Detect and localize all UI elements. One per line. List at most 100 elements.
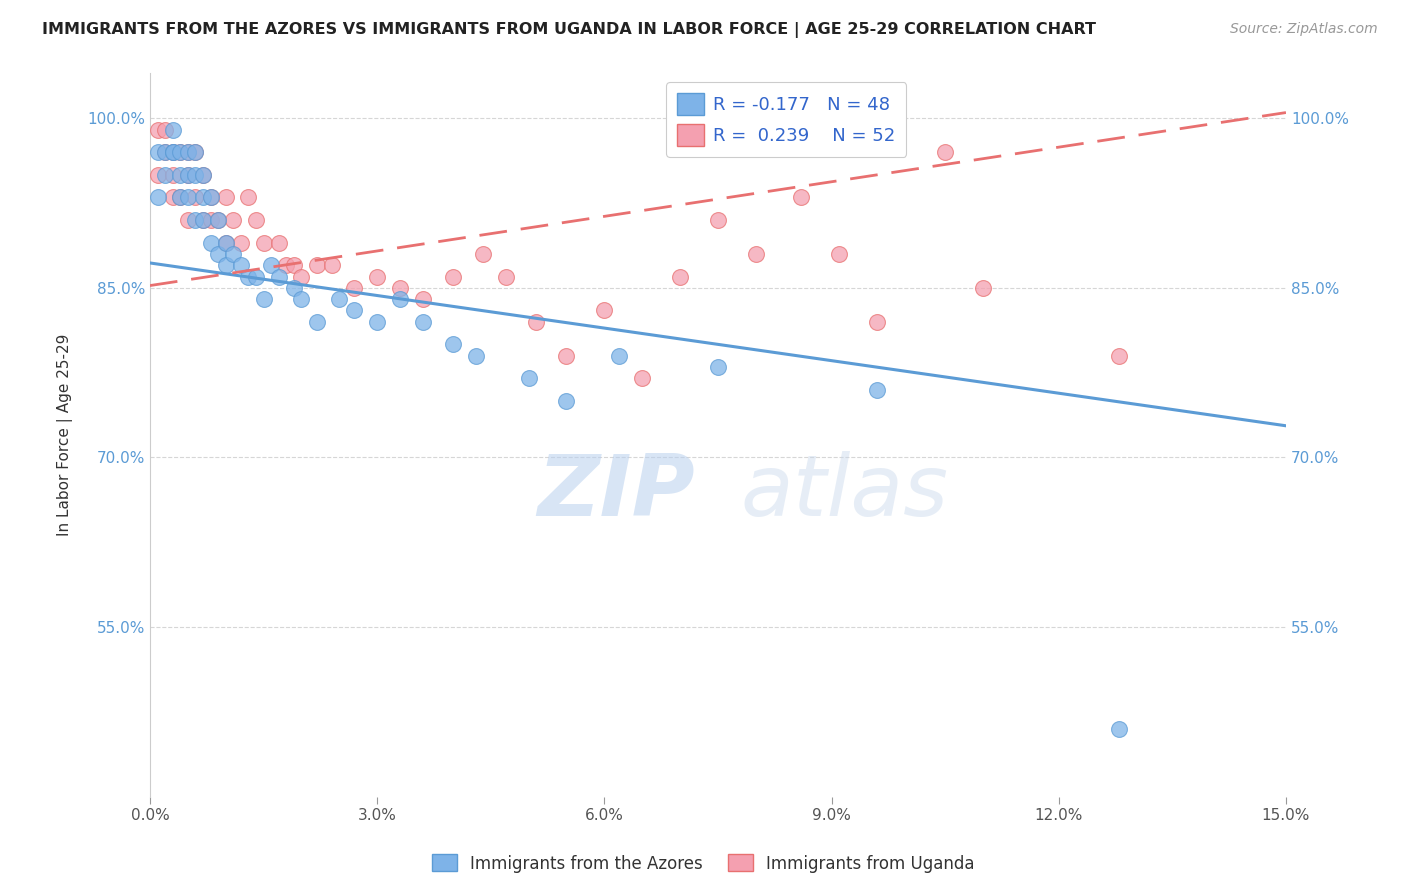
Point — [146, 122, 169, 136]
Point — [169, 145, 191, 160]
Point — [412, 315, 434, 329]
Point — [215, 235, 238, 250]
Point — [207, 247, 229, 261]
Point — [169, 190, 191, 204]
Point — [184, 168, 207, 182]
Point — [207, 213, 229, 227]
Text: IMMIGRANTS FROM THE AZORES VS IMMIGRANTS FROM UGANDA IN LABOR FORCE | AGE 25-29 : IMMIGRANTS FROM THE AZORES VS IMMIGRANTS… — [42, 22, 1097, 38]
Point — [517, 371, 540, 385]
Point — [177, 145, 200, 160]
Point — [412, 292, 434, 306]
Point — [146, 168, 169, 182]
Point — [283, 281, 305, 295]
Point — [200, 190, 222, 204]
Point — [184, 145, 207, 160]
Point — [245, 269, 267, 284]
Point — [267, 269, 290, 284]
Point — [388, 281, 411, 295]
Point — [169, 145, 191, 160]
Point — [238, 269, 260, 284]
Point — [283, 258, 305, 272]
Point — [191, 213, 214, 227]
Point — [153, 145, 176, 160]
Point — [177, 168, 200, 182]
Point — [229, 235, 252, 250]
Text: Source: ZipAtlas.com: Source: ZipAtlas.com — [1230, 22, 1378, 37]
Point — [191, 190, 214, 204]
Point — [866, 383, 889, 397]
Point — [146, 190, 169, 204]
Point — [366, 315, 388, 329]
Point — [222, 247, 245, 261]
Point — [200, 213, 222, 227]
Point — [260, 258, 283, 272]
Text: ZIP: ZIP — [537, 451, 695, 534]
Point — [472, 247, 495, 261]
Point — [215, 258, 238, 272]
Point — [441, 269, 464, 284]
Point — [191, 213, 214, 227]
Point — [200, 235, 222, 250]
Point — [555, 393, 578, 408]
Point — [464, 349, 486, 363]
Point — [290, 292, 312, 306]
Point — [305, 315, 328, 329]
Point — [790, 190, 813, 204]
Point — [245, 213, 267, 227]
Point — [153, 145, 176, 160]
Point — [177, 213, 200, 227]
Point — [207, 213, 229, 227]
Point — [215, 190, 238, 204]
Point — [184, 190, 207, 204]
Point — [441, 337, 464, 351]
Point — [252, 292, 274, 306]
Point — [162, 145, 184, 160]
Point — [631, 371, 654, 385]
Point — [177, 145, 200, 160]
Point — [162, 168, 184, 182]
Point — [290, 269, 312, 284]
Point — [153, 122, 176, 136]
Point — [321, 258, 343, 272]
Point — [866, 315, 889, 329]
Point — [366, 269, 388, 284]
Point — [328, 292, 350, 306]
Legend: R = -0.177   N = 48, R =  0.239    N = 52: R = -0.177 N = 48, R = 0.239 N = 52 — [666, 82, 905, 157]
Point — [229, 258, 252, 272]
Point — [388, 292, 411, 306]
Point — [934, 145, 956, 160]
Point — [669, 269, 692, 284]
Point — [184, 213, 207, 227]
Point — [745, 247, 768, 261]
Point — [153, 168, 176, 182]
Point — [343, 303, 366, 318]
Point — [1108, 722, 1130, 736]
Point — [524, 315, 547, 329]
Point — [305, 258, 328, 272]
Y-axis label: In Labor Force | Age 25-29: In Labor Force | Age 25-29 — [58, 334, 73, 536]
Point — [495, 269, 517, 284]
Point — [169, 168, 191, 182]
Point — [222, 213, 245, 227]
Point — [343, 281, 366, 295]
Point — [191, 168, 214, 182]
Point — [267, 235, 290, 250]
Point — [972, 281, 994, 295]
Point — [1108, 349, 1130, 363]
Point — [707, 213, 730, 227]
Point — [162, 122, 184, 136]
Point — [191, 168, 214, 182]
Point — [200, 190, 222, 204]
Point — [177, 190, 200, 204]
Text: atlas: atlas — [741, 451, 949, 534]
Point — [162, 190, 184, 204]
Point — [609, 349, 631, 363]
Point — [555, 349, 578, 363]
Point — [215, 235, 238, 250]
Point — [162, 145, 184, 160]
Point — [162, 145, 184, 160]
Point — [276, 258, 298, 272]
Point — [707, 359, 730, 374]
Point — [828, 247, 851, 261]
Point — [238, 190, 260, 204]
